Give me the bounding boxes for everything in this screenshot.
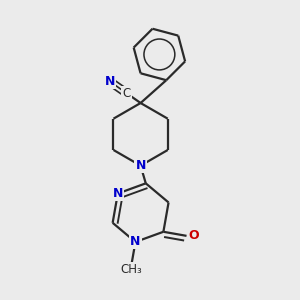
Text: O: O (188, 230, 199, 242)
Text: CH₃: CH₃ (121, 263, 142, 276)
Text: N: N (112, 187, 123, 200)
Text: C: C (122, 87, 130, 100)
Text: N: N (130, 236, 141, 248)
Text: N: N (105, 75, 115, 88)
Text: N: N (135, 159, 146, 172)
